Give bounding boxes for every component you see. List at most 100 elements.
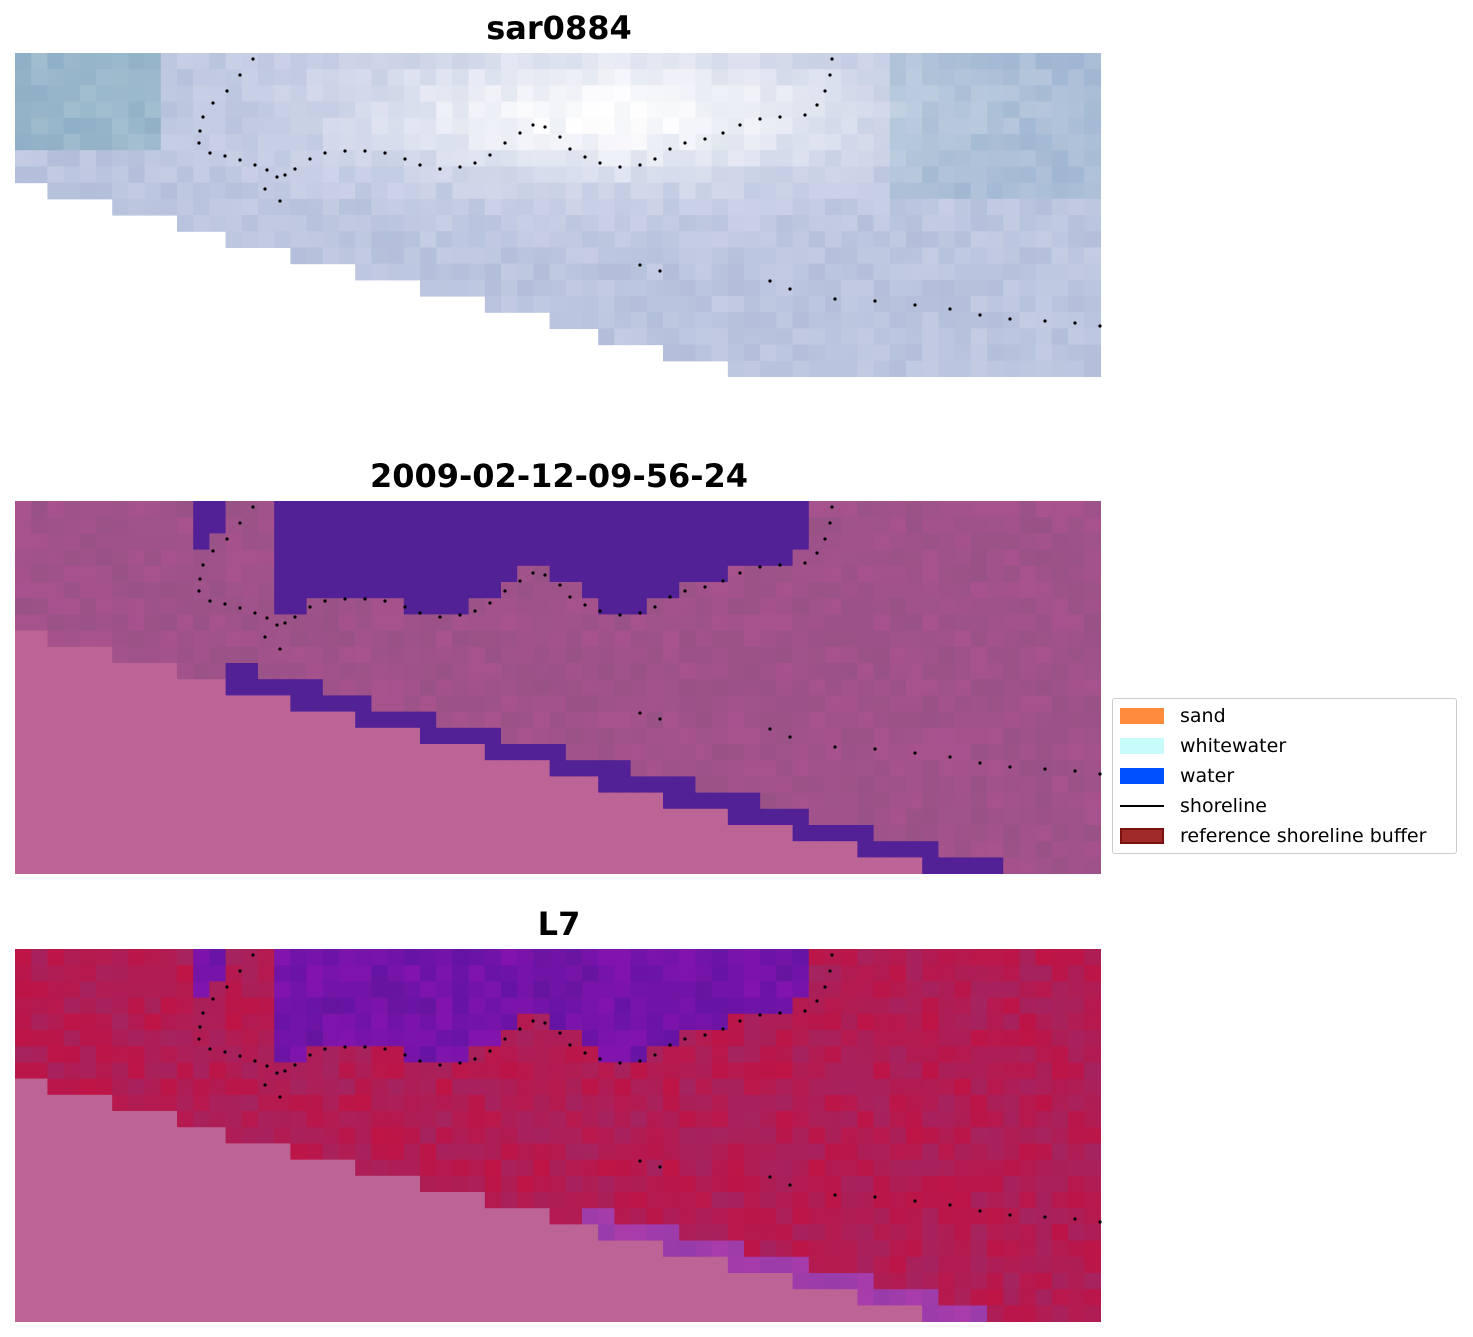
pixel xyxy=(47,1030,65,1047)
pixel xyxy=(727,517,745,534)
pixel xyxy=(663,344,680,362)
pixel xyxy=(258,598,275,615)
pixel xyxy=(663,1127,680,1144)
pixel xyxy=(339,711,356,729)
pixel xyxy=(160,695,178,713)
pixel xyxy=(501,166,518,184)
pixel xyxy=(484,997,502,1015)
pixel xyxy=(987,630,1004,648)
pixel xyxy=(954,711,972,729)
pixel xyxy=(630,598,648,615)
pixel xyxy=(744,727,761,745)
pixel xyxy=(290,134,308,151)
pixel xyxy=(873,711,891,729)
pixel xyxy=(436,1273,453,1290)
pixel xyxy=(954,614,972,632)
pixel xyxy=(1084,792,1101,810)
pixel xyxy=(484,296,502,313)
pixel xyxy=(760,598,777,615)
pixel xyxy=(679,215,696,232)
pixel xyxy=(1068,1273,1085,1290)
pixel xyxy=(1003,663,1020,680)
pixel xyxy=(306,582,324,599)
pixel xyxy=(371,841,389,858)
pixel xyxy=(517,517,534,534)
pixel xyxy=(501,1111,518,1128)
pixel xyxy=(1003,517,1020,534)
pixel xyxy=(63,1111,81,1128)
pixel xyxy=(112,1175,129,1193)
pixel xyxy=(922,744,939,761)
pixel xyxy=(209,1046,227,1063)
pixel xyxy=(322,727,340,745)
pixel xyxy=(128,841,146,858)
pixel xyxy=(15,53,32,70)
pixel xyxy=(128,1111,146,1128)
pixel xyxy=(614,965,632,982)
pixel xyxy=(274,69,291,86)
shoreline-point xyxy=(211,997,215,1001)
pixel xyxy=(193,517,210,534)
pixel xyxy=(922,150,939,167)
pixel xyxy=(695,727,713,745)
pixel xyxy=(517,614,534,632)
pixel xyxy=(501,598,518,615)
pixel xyxy=(177,565,194,583)
pixel xyxy=(63,533,81,551)
pixel xyxy=(1051,1030,1069,1047)
pixel xyxy=(452,101,470,119)
pixel xyxy=(906,1062,923,1080)
pixel xyxy=(841,1273,858,1290)
pixel xyxy=(954,565,972,583)
pixel xyxy=(403,247,421,265)
pixel xyxy=(241,857,259,874)
pixel xyxy=(355,1273,372,1290)
pixel xyxy=(306,166,324,184)
pixel xyxy=(1084,744,1101,761)
pixel xyxy=(484,53,502,70)
legend-label-whitewater: whitewater xyxy=(1180,735,1287,757)
pixel xyxy=(15,792,32,810)
pixel xyxy=(306,760,324,777)
shoreline-point xyxy=(788,1183,792,1187)
pixel xyxy=(695,1111,713,1128)
pixel xyxy=(549,1208,567,1225)
pixel xyxy=(468,1030,486,1047)
pixel xyxy=(112,841,129,858)
pixel xyxy=(1068,53,1085,70)
pixel xyxy=(760,997,777,1015)
pixel xyxy=(1084,117,1101,135)
pixel xyxy=(1051,1208,1069,1225)
pixel xyxy=(339,1078,356,1096)
pixel xyxy=(452,825,470,842)
pixel xyxy=(96,69,113,86)
pixel xyxy=(565,663,583,680)
pixel xyxy=(128,1046,146,1063)
pixel xyxy=(889,1289,907,1306)
pixel xyxy=(1084,182,1101,200)
pixel xyxy=(306,825,324,842)
pixel xyxy=(646,1273,664,1290)
pixel xyxy=(452,695,470,713)
pixel xyxy=(1019,263,1037,281)
pixel xyxy=(1068,134,1085,151)
shoreline-point xyxy=(488,1049,492,1053)
pixel xyxy=(420,1305,437,1322)
pixel xyxy=(614,1224,632,1242)
pixel xyxy=(112,1305,129,1322)
pixel xyxy=(1035,1289,1053,1306)
pixel xyxy=(452,981,470,999)
pixel xyxy=(274,663,291,680)
pixel xyxy=(15,965,32,982)
pixel xyxy=(695,344,713,362)
shoreline-point xyxy=(833,745,837,749)
pixel xyxy=(679,1078,696,1096)
pixel xyxy=(727,312,745,329)
pixel xyxy=(468,1273,486,1290)
pixel xyxy=(727,792,745,810)
pixel xyxy=(420,679,437,696)
pixel xyxy=(225,711,243,729)
pixel xyxy=(727,857,745,874)
pixel xyxy=(31,1062,48,1080)
pixel xyxy=(306,841,324,858)
